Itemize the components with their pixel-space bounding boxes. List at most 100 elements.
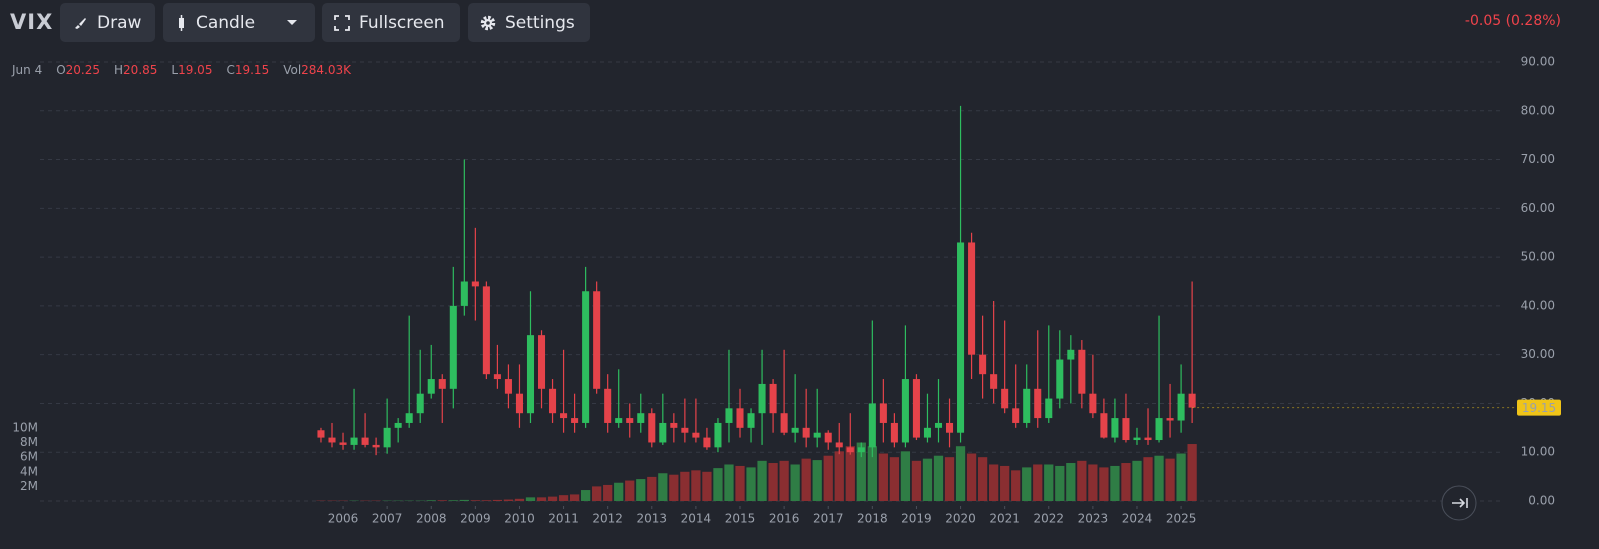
volume-bar: [1176, 453, 1186, 501]
x-tick-label: 2010: [504, 512, 535, 526]
volume-bar: [878, 453, 888, 501]
volume-bar: [470, 500, 480, 501]
candle-body: [780, 413, 788, 433]
volume-bar: [514, 498, 525, 501]
volume-bar: [580, 490, 591, 501]
candle-body: [637, 413, 645, 423]
fullscreen-button[interactable]: Fullscreen: [322, 3, 460, 42]
volume-bar: [1011, 470, 1021, 501]
candle-body: [725, 408, 733, 423]
volume-bar: [525, 497, 536, 501]
x-tick-label: 2021: [989, 512, 1020, 526]
volume-bar: [889, 457, 900, 501]
volume-bar: [735, 465, 745, 501]
candle-body: [604, 388, 612, 423]
settings-button[interactable]: Settings: [468, 3, 590, 42]
candle-body: [1045, 398, 1053, 419]
volume-bar: [702, 471, 712, 501]
volume-bar: [547, 496, 558, 501]
candle-body: [593, 291, 601, 389]
y-tick-label: 10.00: [1521, 445, 1555, 459]
candle-body: [934, 422, 943, 428]
ohlc-legend: Jun 4 O 20.25 H 20.85 L 19.05 C 19.15 Vol 284…: [12, 63, 365, 77]
y2-tick-label: 4M: [20, 464, 38, 478]
candle-body: [537, 335, 546, 389]
candle-body: [957, 242, 965, 433]
chart-style-button[interactable]: Candle: [163, 3, 315, 42]
price-change: -0.05 (0.28%): [1464, 13, 1561, 29]
draw-button[interactable]: Draw: [60, 3, 155, 42]
candle-body: [328, 437, 336, 443]
candle-body: [968, 242, 976, 355]
candle-body: [1122, 418, 1130, 441]
volume-bar: [1033, 464, 1043, 501]
x-tick-label: 2018: [857, 512, 888, 526]
candle-body: [1034, 388, 1042, 419]
volume-bar: [569, 494, 580, 501]
candle-body: [1056, 359, 1064, 399]
candle-body: [1012, 408, 1020, 423]
candle-body: [1155, 418, 1163, 441]
candle-body: [791, 427, 799, 433]
candle-body: [1111, 418, 1119, 438]
volume-bar: [437, 500, 447, 501]
x-tick-label: 2011: [548, 512, 579, 526]
candle-body: [449, 305, 457, 389]
legend-low: 19.05: [178, 63, 213, 77]
candle-body: [1067, 349, 1075, 360]
x-tick-label: 2016: [769, 512, 800, 526]
volume-bar: [636, 479, 646, 501]
volume-bar: [1132, 460, 1142, 501]
volume-bar: [801, 458, 811, 501]
candle-body: [615, 418, 623, 423]
volume-bar: [448, 500, 458, 501]
volume-bar: [1143, 457, 1153, 501]
volume-bar: [1099, 467, 1109, 501]
candle-body: [549, 388, 557, 414]
volume-pane: [316, 442, 1197, 501]
fullscreen-label: Fullscreen: [359, 12, 445, 33]
x-tick-label: 2020: [945, 512, 976, 526]
legend-low-label: L: [171, 63, 179, 77]
toolbar: VIX Draw Candle Fullscreen Settings -0.0…: [0, 0, 1599, 46]
candle-body: [824, 432, 832, 443]
candle-body: [923, 427, 931, 438]
fullscreen-icon: [334, 14, 350, 31]
volume-bar: [790, 464, 800, 501]
volume-bar: [680, 471, 690, 501]
candle-body: [504, 379, 512, 394]
candle-body: [879, 403, 887, 423]
volume-bar: [977, 457, 988, 501]
scroll-to-end[interactable]: [1441, 485, 1477, 521]
last-price-label: 19.15: [1522, 401, 1556, 415]
legend-date: Jun 4: [12, 63, 43, 77]
candle-body: [990, 374, 998, 389]
y-tick-label: 40.00: [1521, 298, 1555, 312]
y2-tick-label: 6M: [20, 450, 38, 464]
y2-tick-label: 10M: [12, 420, 38, 434]
candle-body: [372, 444, 380, 448]
candle-body: [945, 422, 954, 433]
volume-bar: [592, 486, 602, 501]
candle-body: [560, 413, 568, 419]
chart-style-label: Candle: [196, 12, 256, 33]
volume-bar: [625, 480, 635, 501]
candle-body: [1100, 413, 1108, 438]
volume-bar: [768, 463, 778, 501]
y-tick-label: 50.00: [1521, 250, 1555, 264]
volume-bar: [459, 499, 469, 501]
volume-bar: [647, 476, 657, 501]
y-tick-label: 30.00: [1521, 347, 1555, 361]
scroll-icon: [1452, 498, 1468, 508]
candle-body: [571, 418, 579, 423]
volume-bar: [955, 446, 966, 501]
y-tick-label: 90.00: [1521, 55, 1555, 69]
candle-body: [515, 393, 523, 414]
x-tick-label: 2015: [725, 512, 756, 526]
candle-body: [901, 379, 909, 443]
candle-body: [460, 281, 468, 306]
x-tick-label: 2009: [460, 512, 491, 526]
y-tick-label: 0.00: [1528, 494, 1555, 508]
candle-body: [383, 427, 391, 448]
symbol: VIX: [10, 10, 54, 34]
